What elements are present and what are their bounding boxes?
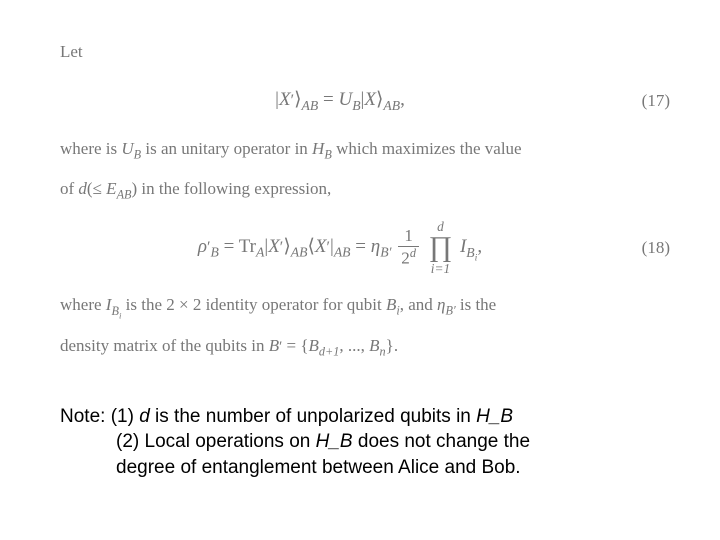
note2-b: does not change the	[353, 431, 530, 452]
eq18-X1: X	[268, 236, 280, 257]
eq18-I-sub: Bi	[466, 245, 477, 260]
para2-c: ) in the following expression,	[132, 179, 332, 198]
eq18-number: (18)	[620, 232, 670, 264]
eq18-eta-sub: B′	[380, 245, 391, 260]
eq18-I-B: B	[466, 245, 474, 260]
eq18-prod-sym: ∏	[429, 234, 452, 263]
para2-d: d	[78, 179, 87, 198]
note-line1: Note: (1) d is the number of unpolarized…	[60, 404, 670, 430]
eq18-eq2: =	[351, 236, 371, 257]
eq18-product: d ∏ i=1	[429, 220, 452, 275]
note-line3: degree of entanglement between Alice and…	[60, 455, 670, 481]
para1: where is UB is an unitary operator in HB…	[60, 133, 670, 167]
eq18-rho: ρ	[198, 236, 207, 257]
eq18-frac-num: 1	[398, 227, 419, 247]
note1-a: Note: (1)	[60, 406, 139, 427]
para4: density matrix of the qubits in B′ = {Bd…	[60, 330, 670, 364]
eq18-frac-den: 2d	[398, 247, 419, 268]
para4-B: B	[269, 336, 279, 355]
eq18-eq1: = Tr	[219, 236, 256, 257]
para3-eta-sub: B′	[445, 304, 455, 318]
eq17-rhs-sub: AB	[383, 98, 400, 113]
eq17-lhs-ket: ⟩	[294, 89, 301, 110]
eq17-lhs-X: X	[279, 89, 291, 110]
eq18-bra-sub: AB	[334, 245, 351, 260]
math-section: Let |X′⟩AB = UB|X⟩AB, (17) where is UB i…	[60, 36, 670, 364]
para1-a: where is	[60, 139, 121, 158]
para4-b: = {	[282, 336, 308, 355]
para4-Bd1-sub: d+1	[319, 344, 340, 358]
eq18-X2: X	[315, 236, 327, 257]
para3-b: is the 2 × 2 identity operator for qubit	[121, 295, 386, 314]
para2-E-sub: AB	[117, 187, 132, 201]
eq17-number: (17)	[620, 85, 670, 117]
eq17-rhs-X: X	[364, 89, 376, 110]
para3-Bi: B	[386, 295, 396, 314]
eq18-fraction: 1 2d	[398, 227, 419, 268]
note1-d: d	[139, 406, 150, 427]
eq18-comma: ,	[477, 236, 482, 257]
para2-b: (≤	[87, 179, 106, 198]
para3-a: where	[60, 295, 106, 314]
para2-a: of	[60, 179, 78, 198]
note-line2: (2) Local operations on H_B does not cha…	[60, 429, 670, 455]
eq18-bra-open: ⟨	[307, 236, 314, 257]
para4-d: }.	[386, 336, 398, 355]
para3-c: , and	[400, 295, 437, 314]
eq18-den-base: 2	[401, 249, 410, 268]
para4-c: , ...,	[339, 336, 369, 355]
para1-b: is an unitary operator in	[141, 139, 312, 158]
para1-c: which maximizes the value	[332, 139, 522, 158]
eq17-comma: ,	[400, 89, 405, 110]
eq18-prod-bot: i=1	[429, 262, 452, 275]
para4-Bd1: B	[309, 336, 319, 355]
eq17-U-sub: B	[352, 98, 360, 113]
eq18-body: ρ′B = TrA|X′⟩AB⟨X′|AB = ηB′ 1 2d d ∏ i=1…	[60, 220, 620, 275]
eq18-ket-close: ⟩	[283, 236, 290, 257]
para3-d: is the	[456, 295, 497, 314]
let-text: Let	[60, 36, 670, 68]
para4-Bn: B	[369, 336, 379, 355]
equation-18: ρ′B = TrA|X′⟩AB⟨X′|AB = ηB′ 1 2d d ∏ i=1…	[60, 220, 670, 275]
eq18-ket-sub: AB	[291, 245, 308, 260]
para3-I-B: B	[111, 304, 118, 318]
para1-U: U	[121, 139, 133, 158]
eq17-equals: =	[318, 89, 338, 110]
note1-HB: H_B	[476, 406, 513, 427]
para2: of d(≤ EAB) in the following expression,	[60, 173, 670, 207]
note2-a: (2) Local operations on	[116, 431, 316, 452]
eq18-rho-sub: B	[211, 245, 219, 260]
eq18-den-sup: d	[410, 246, 416, 260]
eq17-lhs-sub: AB	[302, 98, 319, 113]
equation-17: |X′⟩AB = UB|X⟩AB, (17)	[60, 82, 670, 119]
note-section: Note: (1) d is the number of unpolarized…	[60, 404, 670, 481]
note2-HB: H_B	[316, 431, 353, 452]
para3-I-sub: Bi	[111, 304, 121, 318]
eq17-U: U	[338, 89, 352, 110]
para2-E: E	[106, 179, 116, 198]
para1-H: H	[312, 139, 324, 158]
para4-a: density matrix of the qubits in	[60, 336, 269, 355]
para1-H-sub: B	[324, 147, 331, 161]
eq17-body: |X′⟩AB = UB|X⟩AB,	[60, 82, 620, 119]
para3: where IBi is the 2 × 2 identity operator…	[60, 289, 670, 324]
eq18-eta: η	[371, 236, 380, 257]
note1-b: is the number of unpolarized qubits in	[150, 406, 476, 427]
